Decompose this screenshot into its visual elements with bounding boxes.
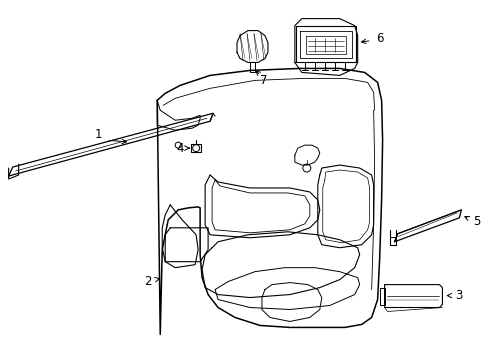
Text: 2: 2 <box>144 275 152 288</box>
Text: 3: 3 <box>454 289 461 302</box>
Text: 6: 6 <box>375 32 383 45</box>
Text: 5: 5 <box>472 215 479 228</box>
Text: 4: 4 <box>176 141 183 155</box>
Text: 1: 1 <box>95 128 102 141</box>
Text: 7: 7 <box>260 74 267 87</box>
